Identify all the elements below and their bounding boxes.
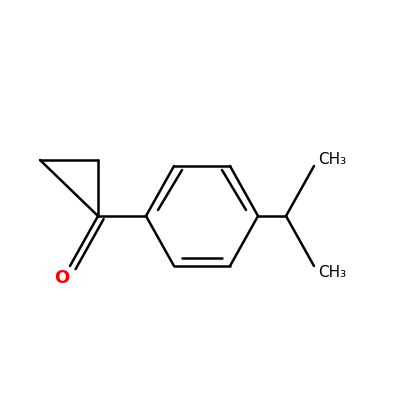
Text: CH₃: CH₃ — [318, 152, 346, 168]
Text: O: O — [54, 269, 70, 287]
Text: CH₃: CH₃ — [318, 265, 346, 280]
